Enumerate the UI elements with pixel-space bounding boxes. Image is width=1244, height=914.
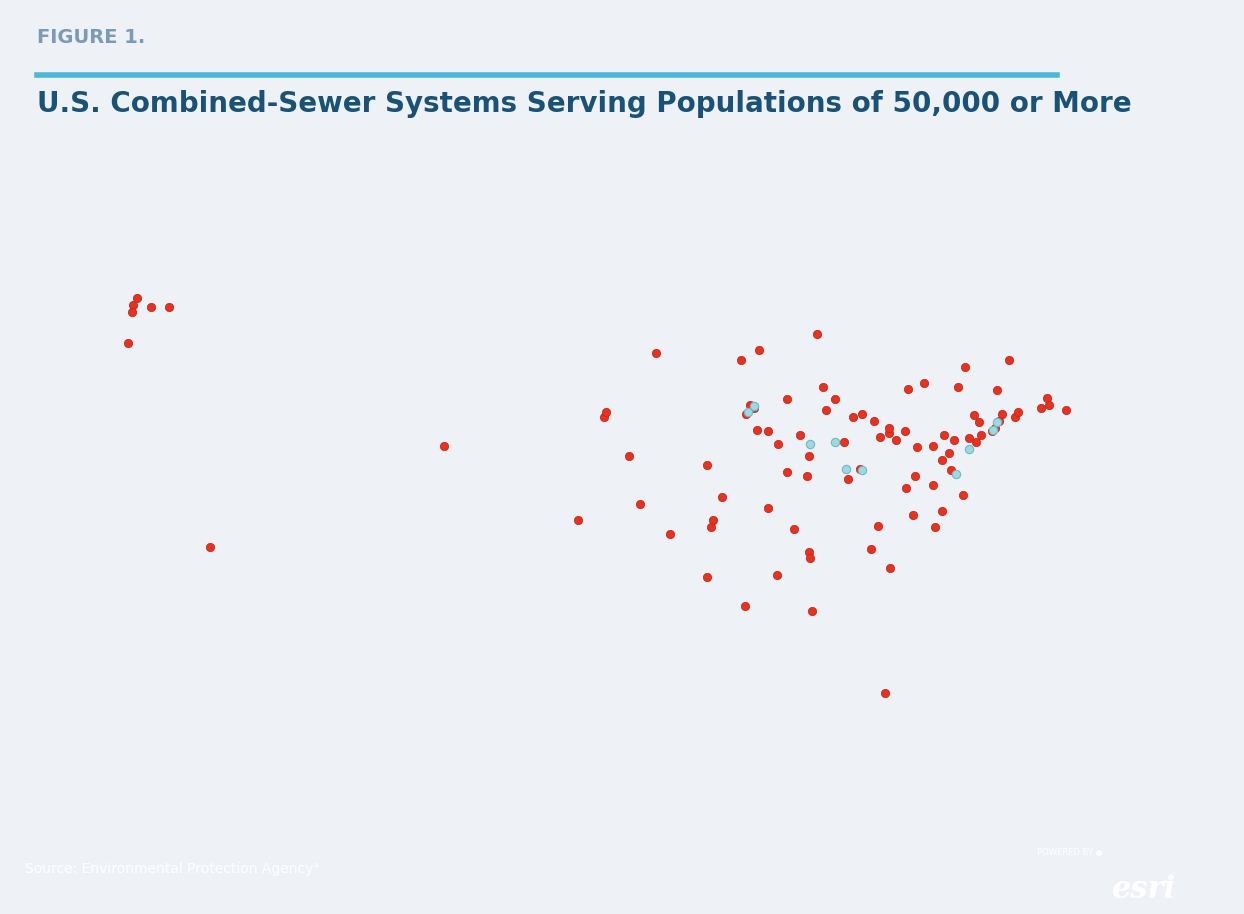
Text: Source: Environmental Protection Agency⁴: Source: Environmental Protection Agency⁴: [25, 862, 318, 876]
Text: FIGURE 1.: FIGURE 1.: [37, 28, 146, 47]
Text: esri: esri: [1112, 874, 1177, 905]
Text: U.S. Combined-Sewer Systems Serving Populations of 50,000 or More: U.S. Combined-Sewer Systems Serving Popu…: [37, 90, 1132, 118]
Text: POWERED BY ●: POWERED BY ●: [1037, 848, 1102, 856]
